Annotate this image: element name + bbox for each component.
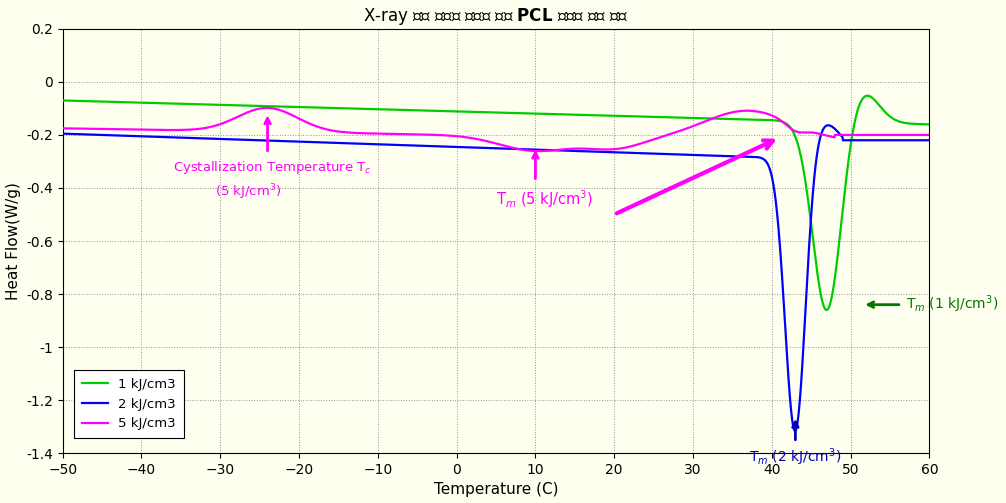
- 2 kJ/cm3: [469, 144, 481, 150]
- 5 kJ/cm3: [56, 125, 68, 131]
- 1 kJ/cm3: [686, 115, 698, 121]
- 1 kJ/cm3: [821, 307, 833, 313]
- 2 kJ/cm3: [56, 131, 68, 137]
- Line: 1 kJ/cm3: 1 kJ/cm3: [62, 96, 930, 310]
- Line: 2 kJ/cm3: 2 kJ/cm3: [62, 125, 930, 431]
- 2 kJ/cm3: [924, 137, 936, 143]
- 2 kJ/cm3: [822, 122, 834, 128]
- 2 kJ/cm3: [428, 143, 440, 149]
- 1 kJ/cm3: [469, 109, 481, 115]
- Text: T$_m$ (5 kJ/cm$^3$): T$_m$ (5 kJ/cm$^3$): [496, 188, 594, 210]
- 1 kJ/cm3: [897, 120, 909, 126]
- 1 kJ/cm3: [924, 121, 936, 127]
- 1 kJ/cm3: [854, 101, 866, 107]
- Text: T$_m$ (2 kJ/cm$^3$): T$_m$ (2 kJ/cm$^3$): [749, 447, 842, 468]
- 5 kJ/cm3: [428, 132, 440, 138]
- 1 kJ/cm3: [428, 108, 440, 114]
- 5 kJ/cm3: [687, 123, 699, 129]
- Line: 5 kJ/cm3: 5 kJ/cm3: [62, 108, 930, 151]
- 5 kJ/cm3: [854, 132, 866, 138]
- 2 kJ/cm3: [854, 137, 866, 143]
- Text: T$_m$ (1 kJ/cm$^3$): T$_m$ (1 kJ/cm$^3$): [905, 294, 998, 315]
- 5 kJ/cm3: [924, 132, 936, 138]
- 1 kJ/cm3: [421, 108, 433, 114]
- Y-axis label: Heat Flow(W/g): Heat Flow(W/g): [6, 182, 20, 300]
- 5 kJ/cm3: [533, 148, 545, 154]
- Text: Cystallization Temperature T$_c$
          (5 kJ/cm$^3$): Cystallization Temperature T$_c$ (5 kJ/c…: [173, 159, 372, 202]
- 2 kJ/cm3: [789, 428, 801, 434]
- Title: X-ray 노광 에너지 차이에 의한 $\bf{PCL}$ 폴리머 특성 변화: X-ray 노광 에너지 차이에 의한 $\bf{PCL}$ 폴리머 특성 변화: [363, 6, 629, 27]
- 2 kJ/cm3: [897, 137, 909, 143]
- 5 kJ/cm3: [421, 132, 433, 138]
- 1 kJ/cm3: [56, 98, 68, 104]
- 2 kJ/cm3: [421, 143, 433, 149]
- X-axis label: Temperature (C): Temperature (C): [434, 482, 558, 497]
- 1 kJ/cm3: [861, 93, 873, 99]
- 2 kJ/cm3: [686, 152, 698, 158]
- 5 kJ/cm3: [469, 136, 481, 142]
- 5 kJ/cm3: [897, 132, 909, 138]
- 5 kJ/cm3: [261, 105, 273, 111]
- Legend: 1 kJ/cm3, 2 kJ/cm3, 5 kJ/cm3: 1 kJ/cm3, 2 kJ/cm3, 5 kJ/cm3: [73, 370, 184, 438]
